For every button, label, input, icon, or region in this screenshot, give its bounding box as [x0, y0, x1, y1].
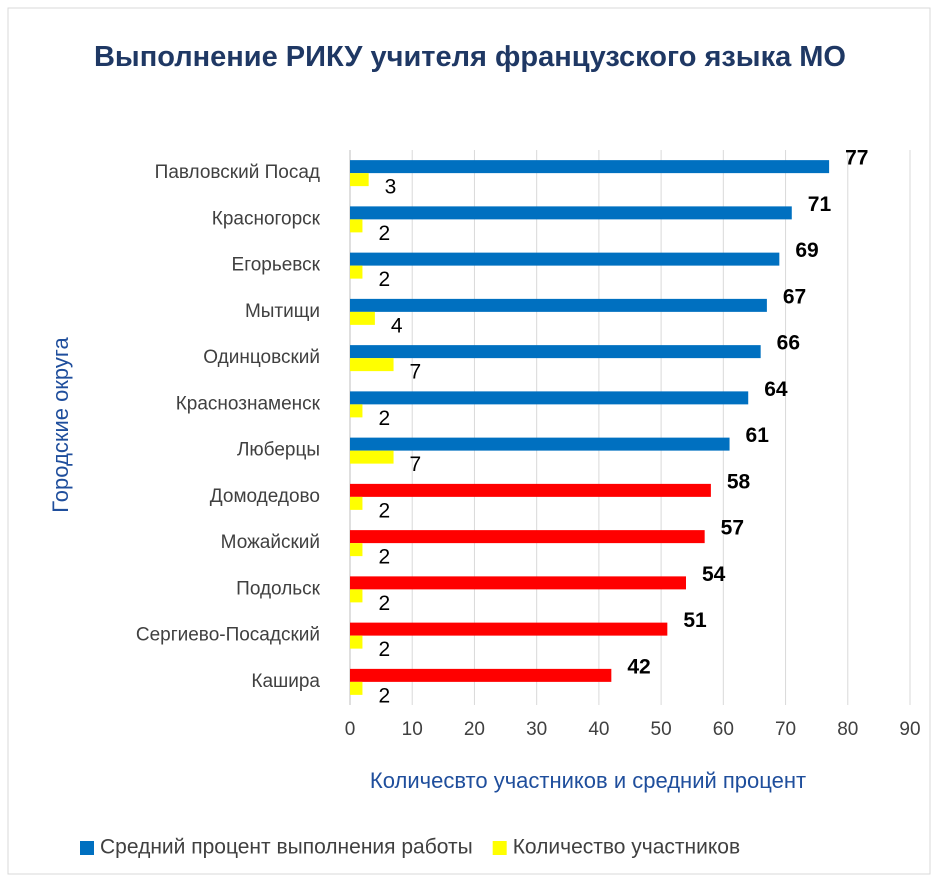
y-tick-label: Павловский Посад [155, 162, 320, 183]
bar [350, 311, 375, 325]
x-tick-label: 60 [713, 719, 734, 740]
y-tick-label: Подольск [236, 578, 321, 599]
data-label: 2 [378, 268, 390, 291]
data-label: 69 [795, 239, 818, 262]
bar [350, 206, 792, 220]
x-tick-label: 70 [775, 719, 796, 740]
y-tick-label: Можайский [221, 532, 320, 553]
bar [350, 160, 830, 174]
x-tick-label: 80 [837, 719, 858, 740]
y-axis-label: Городские округа [48, 337, 73, 513]
legend-label: Средний процент выполнения работы [100, 836, 473, 859]
data-label: 54 [702, 563, 726, 586]
data-label: 61 [746, 424, 770, 447]
bar [350, 576, 686, 590]
y-tick-label: Мытищи [245, 301, 320, 322]
legend-swatch [80, 841, 94, 855]
y-tick-label: Егорьевск [232, 255, 321, 276]
data-label: 51 [683, 609, 707, 632]
bar [350, 483, 711, 497]
x-tick-label: 0 [345, 719, 356, 740]
x-tick-label: 30 [526, 719, 547, 740]
data-label: 64 [764, 378, 788, 401]
data-label: 57 [721, 517, 744, 540]
y-tick-label: Люберцы [237, 440, 320, 461]
data-label: 2 [378, 499, 390, 522]
bar [350, 391, 749, 405]
x-tick-label: 20 [464, 719, 485, 740]
chart-title: Выполнение РИКУ учителя французского язы… [93, 41, 846, 73]
data-label: 7 [410, 361, 422, 384]
bar [350, 589, 363, 603]
bar [350, 252, 780, 266]
data-label: 2 [378, 222, 390, 245]
y-tick-label: Кашира [251, 671, 320, 692]
data-label: 2 [378, 407, 390, 430]
data-label: 2 [378, 546, 390, 569]
data-label: 3 [385, 176, 397, 199]
x-tick-label: 90 [899, 719, 920, 740]
legend-swatch [492, 841, 507, 855]
bar [350, 358, 394, 372]
y-tick-label: Одинцовский [203, 347, 320, 368]
bar [350, 219, 363, 233]
data-label: 42 [627, 655, 650, 678]
data-label: 4 [391, 314, 403, 337]
data-label: 2 [378, 684, 390, 707]
bar [350, 437, 730, 451]
bar [350, 681, 363, 695]
bar [350, 404, 363, 418]
x-tick-label: 40 [588, 719, 609, 740]
data-label: 2 [378, 592, 390, 615]
data-label: 66 [777, 332, 800, 355]
bar [350, 543, 363, 557]
data-label: 58 [727, 470, 751, 493]
legend-label: Количество участников [513, 836, 740, 859]
x-tick-label: 10 [402, 719, 423, 740]
bar [350, 635, 363, 649]
y-tick-label: Красногорск [212, 208, 321, 229]
data-label: 67 [783, 285, 806, 308]
bar [350, 173, 369, 187]
bar [350, 668, 612, 682]
bar [350, 298, 767, 312]
y-tick-label: Краснознаменск [176, 393, 321, 414]
y-tick-label: Домодедово [210, 486, 320, 507]
bar [350, 265, 363, 279]
y-tick-label: Сергиево-Посадский [136, 625, 320, 646]
bar [350, 496, 363, 510]
bar [350, 450, 394, 464]
data-label: 7 [410, 453, 422, 476]
bar [350, 622, 668, 636]
data-label: 77 [845, 147, 868, 170]
bar [350, 345, 761, 359]
bar [350, 530, 705, 544]
x-tick-label: 50 [651, 719, 672, 740]
x-axis-label: Количесвто участников и средний процент [370, 768, 806, 793]
data-label: 71 [808, 193, 832, 216]
data-label: 2 [378, 638, 390, 661]
